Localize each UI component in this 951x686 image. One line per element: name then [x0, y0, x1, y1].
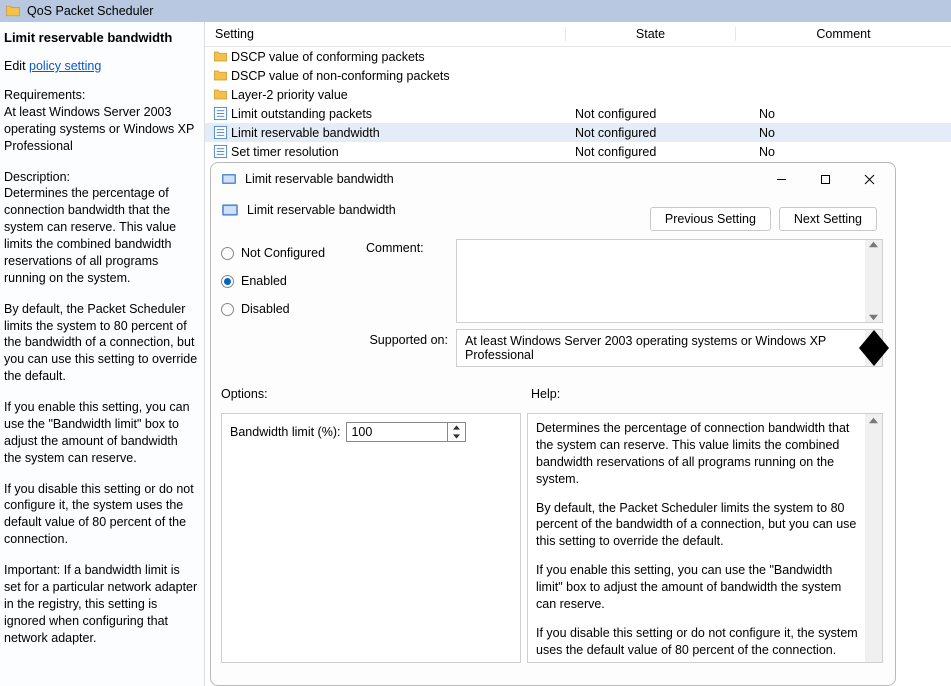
edit-policy-link[interactable]: policy setting — [29, 59, 101, 73]
gpedit-icon — [221, 201, 239, 219]
options-pane: Bandwidth limit (%): — [221, 413, 521, 663]
options-label: Options: — [221, 387, 531, 401]
folder-icon — [5, 3, 21, 19]
row-state: Not configured — [565, 126, 735, 140]
spinner-down[interactable] — [448, 432, 465, 441]
next-setting-button[interactable]: Next Setting — [779, 207, 877, 231]
setting-icon — [211, 144, 229, 159]
help-p4: If you disable this setting or do not co… — [536, 625, 860, 659]
comment-label: Comment: — [366, 239, 456, 323]
row-name: DSCP value of non-conforming packets — [229, 69, 565, 83]
minimize-button[interactable] — [759, 164, 803, 194]
row-name: Limit outstanding packets — [229, 107, 565, 121]
scrollbar[interactable] — [865, 414, 882, 662]
row-comment: No — [735, 107, 951, 121]
description-p3: If you enable this setting, you can use … — [4, 399, 198, 467]
details-pane: Limit reservable bandwidth Edit policy s… — [0, 22, 205, 686]
edit-label: Edit — [4, 59, 26, 73]
row-comment: No — [735, 126, 951, 140]
description-label: Description: — [4, 169, 198, 186]
supported-on-box: At least Windows Server 2003 operating s… — [456, 329, 883, 367]
spinner-up[interactable] — [448, 423, 465, 432]
row-state: Not configured — [565, 145, 735, 159]
radio-enabled[interactable]: Enabled — [221, 267, 366, 295]
folder-icon — [211, 49, 229, 64]
supported-on-label: Supported on: — [221, 329, 456, 367]
titlebar-text: QoS Packet Scheduler — [27, 4, 153, 18]
bandwidth-limit-input[interactable] — [347, 423, 447, 441]
list-row[interactable]: DSCP value of non-conforming packets — [205, 66, 951, 85]
column-headers: Setting State Comment — [205, 22, 951, 47]
requirements-text: At least Windows Server 2003 operating s… — [4, 104, 198, 155]
setting-icon — [211, 106, 229, 121]
dialog-titlebar[interactable]: Limit reservable bandwidth — [211, 163, 895, 195]
list-row[interactable]: DSCP value of conforming packets — [205, 47, 951, 66]
help-p3: If you enable this setting, you can use … — [536, 562, 860, 613]
dialog-policy-name: Limit reservable bandwidth — [247, 203, 396, 217]
row-name: Set timer resolution — [229, 145, 565, 159]
bandwidth-limit-spinner[interactable] — [346, 422, 466, 442]
header-setting[interactable]: Setting — [205, 27, 565, 41]
policy-name-heading: Limit reservable bandwidth — [4, 30, 198, 45]
help-label: Help: — [531, 387, 883, 401]
description-p5: Important: If a bandwidth limit is set f… — [4, 562, 198, 646]
settings-list: Setting State Comment DSCP value of conf… — [205, 22, 951, 161]
help-pane: Determines the percentage of connection … — [527, 413, 883, 663]
scrollbar[interactable] — [865, 330, 882, 366]
list-row[interactable]: Limit outstanding packetsNot configuredN… — [205, 104, 951, 123]
row-name: Limit reservable bandwidth — [229, 126, 565, 140]
scrollbar[interactable] — [865, 240, 882, 322]
dialog-title: Limit reservable bandwidth — [245, 172, 394, 186]
description-p2: By default, the Packet Scheduler limits … — [4, 301, 198, 385]
row-name: Layer-2 priority value — [229, 88, 565, 102]
description-p4: If you disable this setting or do not co… — [4, 481, 198, 549]
setting-icon — [211, 125, 229, 140]
row-name: DSCP value of conforming packets — [229, 50, 565, 64]
comment-textbox[interactable] — [456, 239, 883, 323]
bandwidth-limit-label: Bandwidth limit (%): — [230, 425, 340, 439]
folder-icon — [211, 87, 229, 102]
help-p1: Determines the percentage of connection … — [536, 420, 860, 488]
close-button[interactable] — [847, 164, 891, 194]
list-row[interactable]: Limit reservable bandwidthNot configured… — [205, 123, 951, 142]
folder-icon — [211, 68, 229, 83]
description-p1: Determines the percentage of connection … — [4, 185, 198, 286]
help-p2: By default, the Packet Scheduler limits … — [536, 500, 860, 551]
row-state: Not configured — [565, 107, 735, 121]
header-state[interactable]: State — [565, 27, 735, 41]
gpedit-icon — [221, 171, 237, 187]
mmc-titlebar: QoS Packet Scheduler — [0, 0, 951, 22]
list-row[interactable]: Layer-2 priority value — [205, 85, 951, 104]
radio-not-configured[interactable]: Not Configured — [221, 239, 366, 267]
maximize-button[interactable] — [803, 164, 847, 194]
row-comment: No — [735, 145, 951, 159]
list-row[interactable]: Set timer resolutionNot configuredNo — [205, 142, 951, 161]
previous-setting-button[interactable]: Previous Setting — [650, 207, 771, 231]
header-comment[interactable]: Comment — [735, 27, 951, 41]
requirements-label: Requirements: — [4, 87, 198, 104]
policy-dialog: Limit reservable bandwidth Limit reserva… — [210, 162, 896, 686]
radio-disabled[interactable]: Disabled — [221, 295, 366, 323]
edit-line: Edit policy setting — [4, 59, 198, 73]
